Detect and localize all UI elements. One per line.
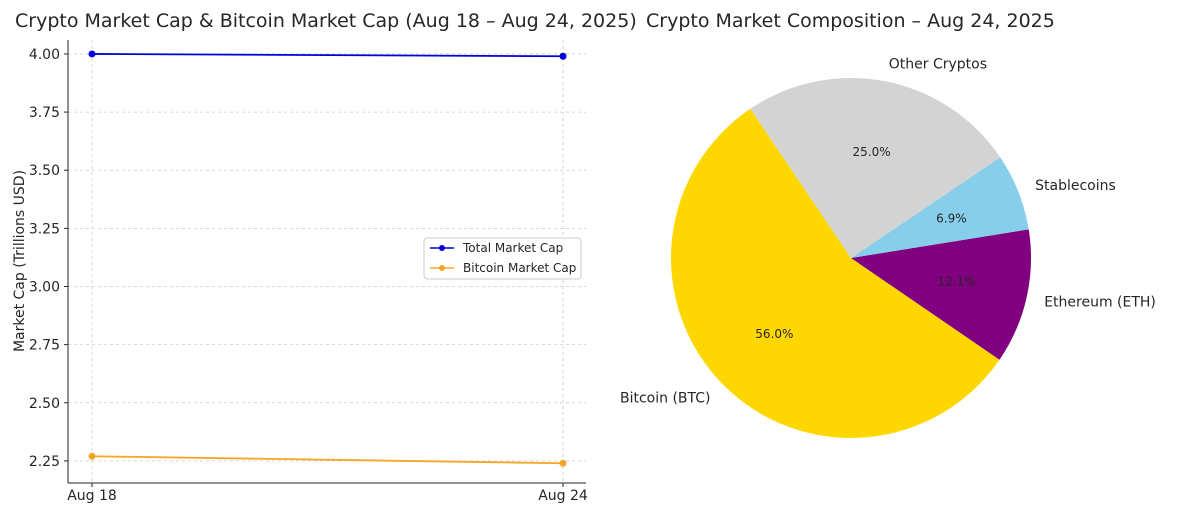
y-axis-ticks: 2.25 2.50 2.75 3.00 3.25 3.50 3.75 4.00: [29, 47, 68, 470]
pie-chart: 56.0% Bitcoin (BTC) 12.1% Ethereum (ETH) 6.9…: [620, 57, 1156, 438]
line-chart: 2.252.502.753.003.253.503.754.00 Aug 18 A…: [12, 40, 588, 504]
series-line-total: [91, 53, 564, 58]
legend-label-total: Total Market Cap: [462, 241, 563, 255]
data-point-total: [88, 50, 96, 58]
data-point-bitcoin: [559, 459, 567, 467]
series-line-bitcoin: [91, 455, 564, 465]
legend-dot-bitcoin: [439, 265, 445, 271]
pie-pct-label: 56.0%: [755, 327, 793, 341]
pie-category-label: Other Cryptos: [889, 57, 987, 73]
y-tick-label: 2.75: [29, 338, 60, 354]
y-tick-label: 2.50: [29, 396, 60, 412]
pie-labels: 56.0% Bitcoin (BTC) 12.1% Ethereum (ETH) 6.9…: [620, 57, 1156, 407]
x-tick-label: Aug 24: [538, 488, 588, 504]
x-tick-label: Aug 18: [67, 488, 117, 504]
line-chart-title: Crypto Market Cap & Bitcoin Market Cap (…: [15, 10, 637, 32]
pie-pct-label: 12.1%: [937, 275, 975, 289]
data-point-bitcoin: [88, 452, 96, 460]
pie-slice-bitcoin-btc: [671, 108, 1000, 438]
pie-category-label: Bitcoin (BTC): [620, 391, 711, 407]
data-point-total: [559, 52, 567, 60]
y-tick-label: 4.00: [29, 47, 60, 63]
grid-lines: [68, 40, 586, 483]
legend: Total Market Cap Bitcoin Market Cap: [423, 237, 582, 280]
y-tick-label: 2.25: [29, 454, 60, 470]
legend-box: [423, 237, 582, 280]
x-axis-ticks: Aug 18 Aug 24: [67, 483, 588, 504]
pie-slice-other-cryptos: [750, 77, 1001, 258]
y-tick-label: 3.50: [29, 163, 60, 179]
pie-pct-label: 25.0%: [853, 145, 891, 159]
y-tick-label: 3.00: [29, 279, 60, 295]
y-tick-label: 3.75: [29, 105, 60, 121]
pie-category-label: Stablecoins: [1035, 178, 1116, 194]
pie-category-label: Ethereum (ETH): [1044, 294, 1156, 310]
pie-slices: [671, 77, 1031, 438]
pie-pct-label: 6.9%: [936, 211, 967, 225]
legend-dot-total: [439, 245, 445, 251]
y-tick-label: 3.25: [29, 221, 60, 237]
legend-label-bitcoin: Bitcoin Market Cap: [463, 261, 576, 275]
line-series: [88, 50, 567, 467]
pie-chart-title: Crypto Market Composition – Aug 24, 2025: [646, 10, 1055, 32]
y-axis-label: Market Cap (Trillions USD): [12, 170, 28, 352]
pie-slice-ethereum-eth: [851, 229, 1031, 360]
pie-slice-stablecoins: [851, 157, 1029, 258]
